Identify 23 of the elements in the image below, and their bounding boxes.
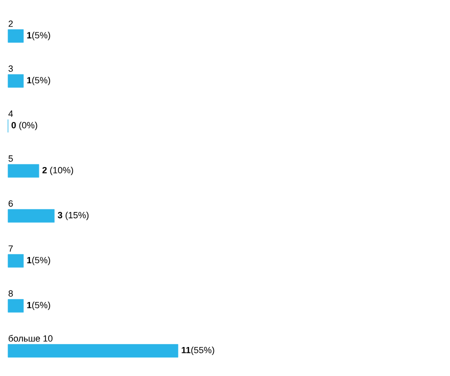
- bar: [8, 164, 40, 178]
- y-tick-label: 4: [8, 110, 13, 117]
- data-label: 11(55%): [182, 346, 214, 356]
- data-label: 1(5%): [27, 302, 50, 310]
- y-tick-label: 6: [8, 200, 13, 207]
- bar: [8, 254, 24, 268]
- bar: [8, 74, 24, 88]
- bar: [8, 344, 178, 358]
- y-tick-label: 5: [8, 155, 13, 162]
- y-tick-label: 3: [8, 65, 13, 72]
- bar: [8, 29, 24, 43]
- y-tick-label: 2: [8, 20, 13, 27]
- data-label: 0 (0%): [12, 122, 38, 130]
- y-tick-label: 8: [8, 290, 13, 297]
- bar: [8, 209, 55, 223]
- bar: [8, 299, 24, 313]
- data-label: 2 (10%): [42, 166, 74, 176]
- data-label: 1(5%): [27, 32, 50, 40]
- data-label: 1(5%): [27, 256, 50, 266]
- y-tick-label: 7: [8, 245, 13, 252]
- y-tick-label: больше 10: [8, 334, 52, 342]
- data-label: 1(5%): [27, 76, 50, 86]
- data-label: 3 (15%): [58, 212, 89, 220]
